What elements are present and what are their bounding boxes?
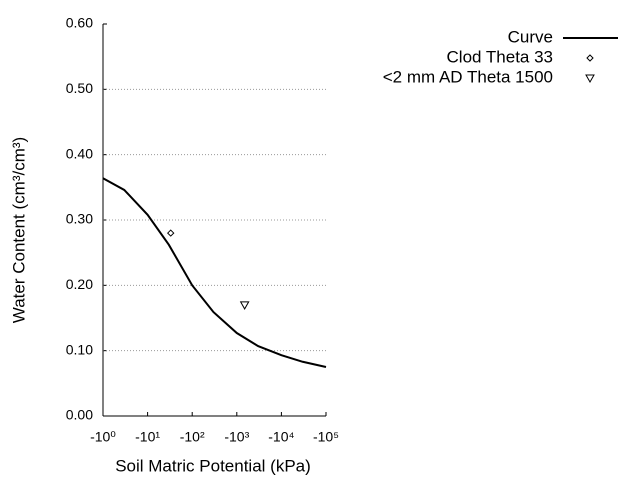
y-tick-label: 0.60 (66, 15, 93, 31)
curve (102, 177, 327, 368)
x-tick-label: -10⁴ (268, 429, 294, 445)
marker (167, 229, 175, 237)
y-axis-label: Water Content (cm³/cm³) (9, 137, 28, 323)
legend-label: <2 mm AD Theta 1500 (383, 67, 553, 86)
y-tick-label: 0.50 (66, 80, 93, 96)
legend-marker (585, 74, 595, 84)
legend-label: Clod Theta 33 (447, 47, 553, 66)
y-tick-label: 0.20 (66, 276, 93, 292)
y-tick-label: 0.00 (66, 407, 93, 423)
y-tick-label: 0.10 (66, 341, 93, 357)
y-tick-label: 0.30 (66, 211, 93, 227)
x-tick-label: -10⁰ (90, 429, 116, 445)
x-tick-label: -10³ (224, 429, 249, 445)
x-tick-label: -10² (180, 429, 205, 445)
x-tick-label: -10¹ (135, 429, 160, 445)
x-tick-label: -10⁵ (313, 429, 339, 445)
legend-label: Curve (508, 27, 553, 46)
x-axis-label: Soil Matric Potential (kPa) (115, 456, 311, 475)
marker (239, 301, 250, 310)
legend-marker (586, 54, 594, 62)
y-tick-label: 0.40 (66, 145, 93, 161)
